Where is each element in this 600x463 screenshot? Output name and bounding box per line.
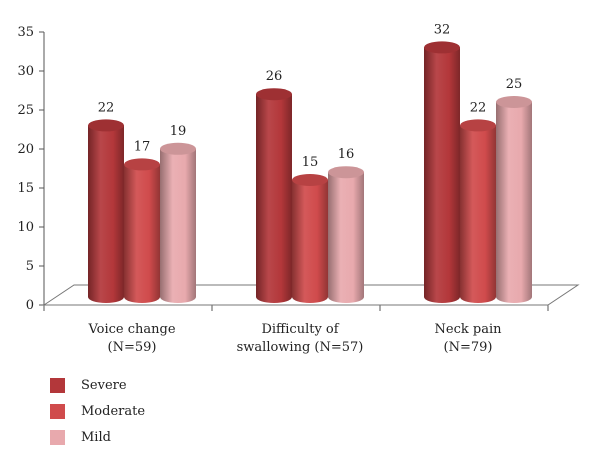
bar-top	[424, 41, 460, 54]
bar-severe-2	[424, 41, 460, 304]
bar-top	[292, 174, 328, 186]
bar-top	[328, 166, 364, 179]
bar-mild-0	[160, 142, 196, 303]
data-label: 32	[434, 22, 451, 37]
x-category-label: Difficulty of swallowing (N=57)	[237, 322, 364, 355]
legend-label: Moderate	[81, 403, 146, 419]
bar-body	[292, 180, 328, 303]
y-tick-label: 35	[17, 25, 34, 40]
y-tick-label: 20	[17, 142, 34, 157]
legend-item-moderate: Moderate	[50, 398, 145, 424]
x-category-label: Voice change (N=59)	[87, 322, 175, 355]
bar-body	[160, 148, 196, 303]
y-tick-label: 25	[17, 103, 34, 118]
data-label: 22	[98, 100, 115, 115]
x-category-label: Neck pain (N=79)	[435, 322, 503, 355]
y-tick-label: 30	[17, 64, 34, 79]
bar-severe-1	[256, 88, 292, 303]
legend-swatch	[50, 429, 65, 445]
legend-label: Mild	[81, 429, 111, 445]
labels-group: 22 17 19 Voice change (N=59) 26 15 16 Difficulty…	[87, 22, 522, 355]
data-label: 17	[134, 139, 151, 154]
bar-mild-1	[328, 166, 364, 303]
bar-severe-0	[88, 119, 124, 304]
y-tick-label: 10	[17, 220, 34, 235]
data-label: 25	[506, 77, 523, 92]
data-label: 15	[302, 155, 319, 170]
y-tick-label: 0	[26, 298, 34, 313]
legend-swatch	[50, 377, 65, 393]
legend-label: Severe	[81, 377, 127, 393]
bar-top	[88, 119, 124, 132]
bar-body	[124, 164, 160, 303]
bar-top	[496, 96, 532, 108]
bar-top	[460, 119, 496, 132]
bar-moderate-2	[460, 119, 496, 304]
bar-body	[256, 94, 292, 303]
bar-body	[88, 125, 124, 304]
legend-item-severe: Severe	[50, 372, 145, 398]
bar-body	[424, 47, 460, 304]
legend-swatch	[50, 403, 65, 419]
legend: Severe Moderate Mild	[50, 372, 145, 450]
bar-body	[328, 172, 364, 303]
bar-moderate-1	[292, 174, 328, 303]
data-label: 26	[266, 69, 283, 84]
bar-top	[256, 88, 292, 101]
legend-item-mild: Mild	[50, 424, 145, 450]
bar-top	[124, 158, 160, 171]
bar-body	[496, 102, 532, 303]
y-tick-label: 5	[26, 259, 34, 274]
bars-group	[88, 41, 532, 304]
data-label: 16	[338, 147, 355, 162]
bar-body	[460, 125, 496, 304]
y-tick-label: 15	[17, 181, 34, 196]
bar-moderate-0	[124, 158, 160, 303]
bar-top	[160, 142, 196, 155]
data-label: 22	[470, 100, 487, 115]
data-label: 19	[170, 124, 187, 139]
bar-mild-2	[496, 96, 532, 303]
